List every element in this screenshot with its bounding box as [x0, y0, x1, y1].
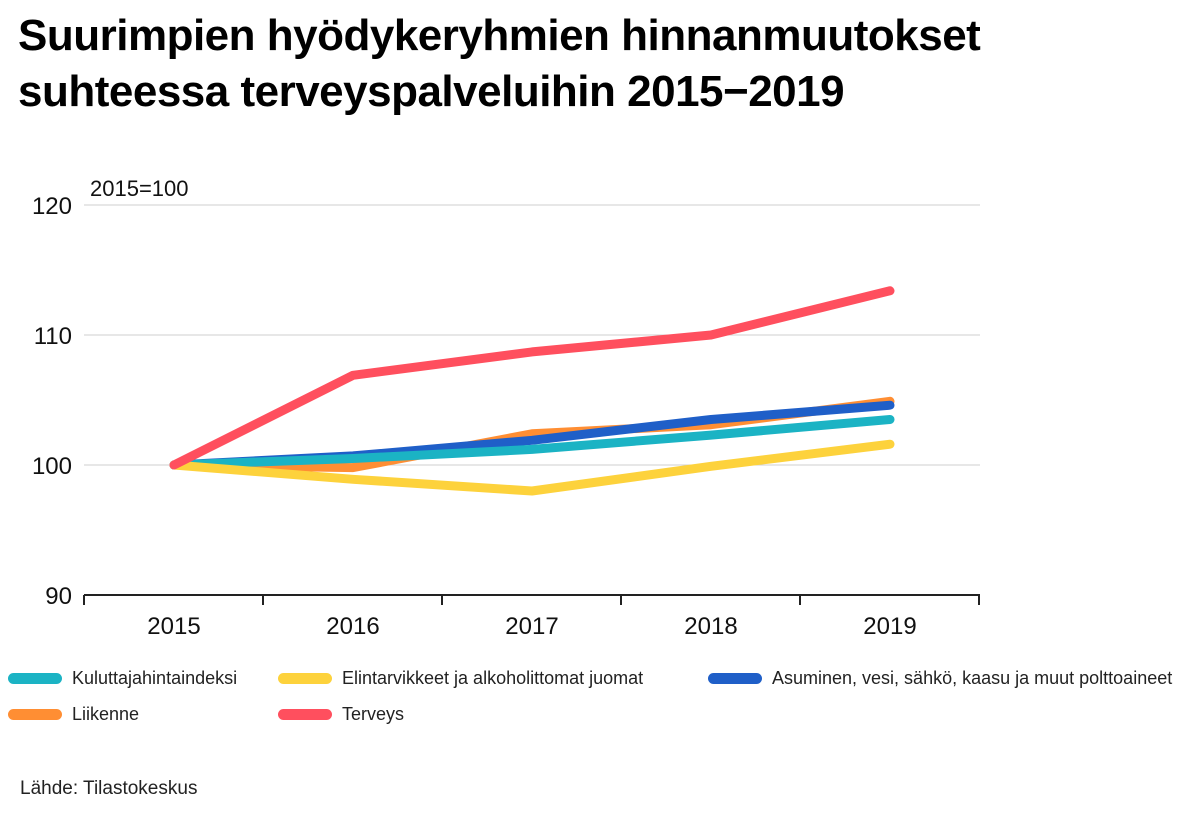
legend-swatch [8, 673, 62, 684]
x-tick-label: 2015 [147, 613, 200, 640]
y-tick-label: 90 [45, 583, 72, 610]
x-tick-label: 2017 [505, 613, 558, 640]
x-tick-label: 2016 [326, 613, 379, 640]
series-lines [169, 286, 895, 496]
legend-item: Elintarvikkeet ja alkoholittomat juomat [278, 668, 643, 689]
source-note: Lähde: Tilastokeskus [20, 778, 198, 799]
legend-item: Kuluttajahintaindeksi [8, 668, 237, 689]
legend-label: Asuminen, vesi, sähkö, kaasu ja muut pol… [772, 668, 1173, 688]
legend-swatch [278, 709, 332, 720]
x-tick-label: 2019 [863, 613, 916, 640]
y-axis-unit-label: 2015=100 [90, 176, 189, 201]
legend-swatch [278, 673, 332, 684]
series-line-kuluttajahintaindeksi [169, 415, 895, 470]
series-line-elintarvikkeet-ja-alkoholittomat-juomat [169, 439, 895, 496]
legend-swatch [8, 709, 62, 720]
legend-item: Asuminen, vesi, sähkö, kaasu ja muut pol… [708, 668, 1172, 689]
y-tick-label: 120 [32, 193, 72, 220]
chart-title: Suurimpien hyödykeryhmien hinnanmuutokse… [18, 8, 1168, 120]
x-tick-label: 2018 [684, 613, 737, 640]
legend-label: Liikenne [72, 704, 140, 724]
legend-label: Kuluttajahintaindeksi [72, 668, 238, 688]
chart-title-line-2: suhteessa terveyspalveluihin 2015−2019 [18, 67, 845, 116]
legend-item: Liikenne [8, 704, 139, 725]
chart-title-line-1: Suurimpien hyödykeryhmien hinnanmuutokse… [18, 11, 981, 60]
series-line-terveys [169, 286, 895, 470]
legend-label: Terveys [342, 704, 405, 724]
legend: Kuluttajahintaindeksi Elintarvikkeet ja a… [8, 668, 1198, 738]
y-axis-ticks: 90 100 110 120 [32, 193, 72, 610]
y-tick-label: 110 [34, 323, 72, 350]
y-tick-label: 100 [32, 453, 72, 480]
legend-label: Elintarvikkeet ja alkoholittomat juomat [342, 668, 644, 688]
legend-item: Terveys [278, 704, 404, 725]
legend-swatch [708, 673, 762, 684]
x-axis: 2015 2016 2017 2018 2019 [83, 594, 980, 640]
